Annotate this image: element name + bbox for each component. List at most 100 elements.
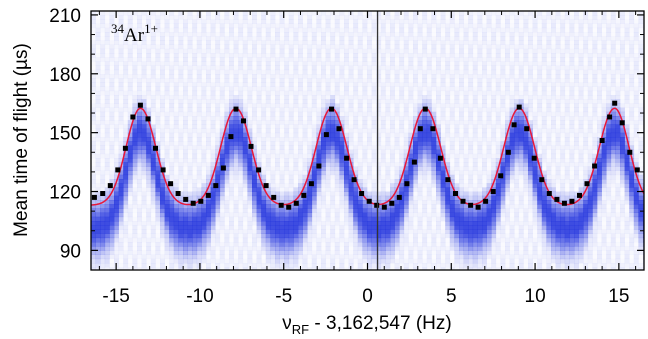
density-cell <box>403 191 409 197</box>
density-cell <box>362 250 368 255</box>
density-cell <box>257 242 262 247</box>
density-cell <box>196 263 202 268</box>
density-cell <box>417 95 423 100</box>
density-cell <box>178 61 184 66</box>
density-cell <box>371 233 377 239</box>
density-cell <box>146 44 152 50</box>
density-cell <box>408 74 413 79</box>
density-cell <box>330 162 336 167</box>
density-cell <box>408 19 414 24</box>
density-cell <box>155 116 161 121</box>
density-cell <box>275 267 280 270</box>
density-cell <box>371 19 377 24</box>
density-cell <box>141 200 147 205</box>
density-cell <box>155 36 160 41</box>
density-cell <box>155 242 161 247</box>
density-cell <box>238 174 244 180</box>
density-cell <box>146 221 152 226</box>
density-cell <box>422 137 428 142</box>
density-cell <box>293 179 298 184</box>
density-cell <box>284 82 289 87</box>
density-cell <box>141 74 147 79</box>
density-cell <box>293 250 299 255</box>
density-cell <box>362 27 368 33</box>
density-cell <box>280 28 285 33</box>
density-cell <box>211 74 216 79</box>
density-cell <box>104 221 110 226</box>
density-cell <box>288 11 294 16</box>
density-cell <box>381 141 386 146</box>
density-cell <box>201 200 207 205</box>
density-cell <box>100 120 106 125</box>
density-cell <box>385 212 391 218</box>
density-cell <box>95 27 101 33</box>
density-cell <box>109 74 115 79</box>
density-cell <box>376 242 382 247</box>
density-cell <box>279 90 285 96</box>
density-cell <box>348 216 354 222</box>
density-cell <box>247 112 252 117</box>
density-cell <box>160 254 165 260</box>
density-cell <box>422 57 427 62</box>
density-cell <box>321 78 326 83</box>
density-cell <box>326 229 331 234</box>
density-cell <box>238 19 244 24</box>
density-cell <box>445 195 451 201</box>
density-cell <box>219 221 225 226</box>
density-cell <box>445 15 450 20</box>
density-cell <box>339 187 345 192</box>
density-cell <box>330 179 335 184</box>
density-cell <box>238 158 244 163</box>
density-cell <box>385 132 391 138</box>
density-cell <box>339 91 344 96</box>
density-cell <box>325 141 331 146</box>
density-cell <box>362 45 367 50</box>
density-cell <box>252 145 257 150</box>
density-cell <box>238 153 244 159</box>
density-cell <box>270 187 276 192</box>
density-cell <box>91 212 96 218</box>
density-cell <box>298 48 303 54</box>
density-cell <box>123 53 128 58</box>
density-cell <box>243 225 248 230</box>
density-cell <box>127 254 133 260</box>
density-cell <box>104 225 110 230</box>
density-cell <box>279 170 285 176</box>
density-cell <box>234 32 239 37</box>
density-cell <box>353 246 359 251</box>
density-cell <box>137 200 142 205</box>
density-cell <box>155 61 161 66</box>
density-cell <box>339 19 344 24</box>
density-cell <box>436 238 441 243</box>
density-cell <box>104 99 110 104</box>
density-cell <box>325 99 331 104</box>
density-cell <box>399 112 404 117</box>
density-cell <box>348 191 354 197</box>
density-cell <box>422 44 428 50</box>
density-cell <box>348 111 354 117</box>
density-cell <box>91 82 96 87</box>
density-cell <box>445 78 450 83</box>
density-cell <box>275 61 280 66</box>
density-cell <box>454 145 459 150</box>
density-cell <box>344 124 349 129</box>
density-cell <box>311 124 317 129</box>
density-cell <box>413 192 418 197</box>
density-cell <box>219 149 225 155</box>
density-cell <box>417 225 423 230</box>
density-cell <box>403 99 409 104</box>
density-cell <box>459 116 464 121</box>
density-cell <box>339 82 344 87</box>
density-cell <box>109 82 115 87</box>
density-cell <box>344 40 349 45</box>
density-cell <box>109 40 115 45</box>
density-cell <box>137 66 142 71</box>
density-cell <box>123 87 128 92</box>
density-cell <box>169 204 175 209</box>
density-cell <box>284 242 290 247</box>
density-cell <box>445 128 451 134</box>
density-cell <box>91 124 96 128</box>
density-cell <box>302 153 308 159</box>
density-cell <box>160 53 165 58</box>
density-cell <box>275 141 280 146</box>
